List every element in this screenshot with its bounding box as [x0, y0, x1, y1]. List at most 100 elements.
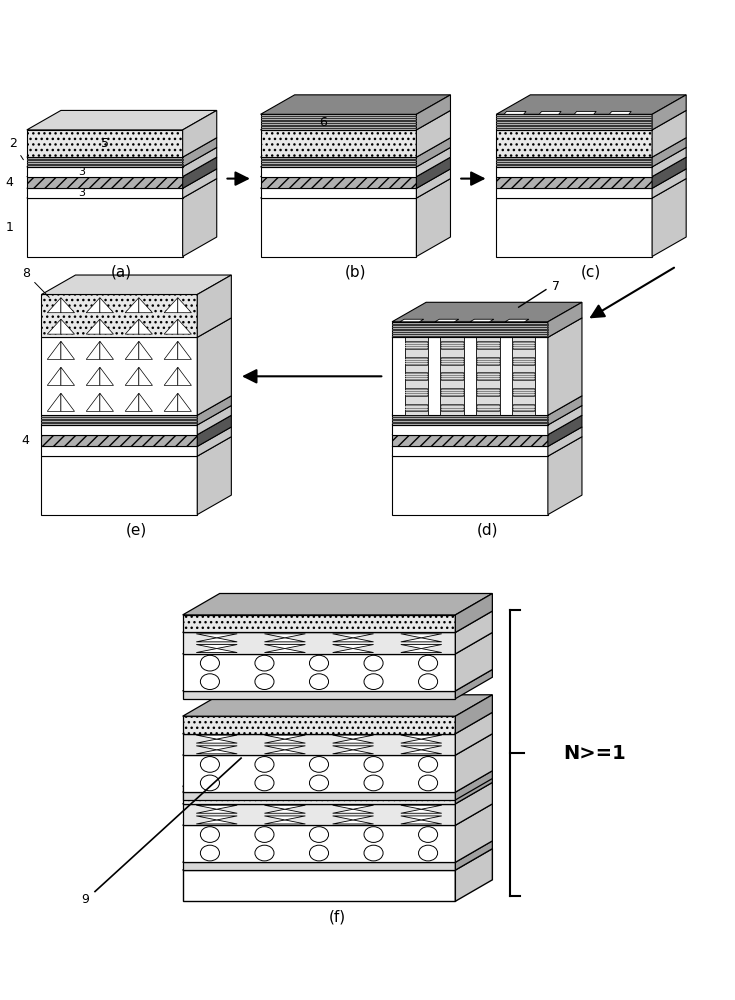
Polygon shape — [41, 425, 197, 435]
Polygon shape — [197, 275, 232, 337]
Polygon shape — [496, 167, 652, 177]
Polygon shape — [183, 691, 456, 699]
Polygon shape — [441, 372, 463, 380]
Polygon shape — [26, 167, 183, 177]
Polygon shape — [456, 734, 492, 792]
Polygon shape — [401, 739, 442, 743]
Polygon shape — [261, 110, 451, 130]
Polygon shape — [183, 179, 217, 257]
Polygon shape — [196, 750, 237, 754]
Polygon shape — [333, 809, 373, 813]
Polygon shape — [652, 110, 686, 157]
Polygon shape — [456, 669, 492, 699]
Polygon shape — [183, 765, 492, 786]
Polygon shape — [197, 437, 232, 515]
Polygon shape — [496, 130, 652, 157]
Polygon shape — [183, 695, 492, 716]
Polygon shape — [513, 341, 534, 349]
Polygon shape — [183, 734, 492, 755]
Polygon shape — [404, 337, 428, 415]
Polygon shape — [417, 169, 451, 198]
Polygon shape — [178, 341, 191, 359]
Polygon shape — [392, 322, 548, 337]
Polygon shape — [183, 138, 217, 167]
Polygon shape — [265, 805, 305, 809]
Polygon shape — [125, 298, 139, 313]
Polygon shape — [196, 638, 237, 642]
Polygon shape — [183, 169, 217, 198]
Polygon shape — [86, 367, 100, 385]
Ellipse shape — [255, 827, 274, 842]
Text: 9: 9 — [82, 893, 89, 906]
Ellipse shape — [309, 845, 329, 861]
Polygon shape — [401, 816, 442, 820]
Polygon shape — [333, 820, 373, 824]
Polygon shape — [333, 649, 373, 653]
Polygon shape — [496, 177, 652, 188]
Ellipse shape — [201, 655, 220, 671]
Polygon shape — [548, 427, 582, 456]
Polygon shape — [41, 437, 232, 456]
Polygon shape — [496, 138, 686, 157]
Polygon shape — [392, 435, 548, 446]
Polygon shape — [196, 805, 237, 809]
Polygon shape — [333, 805, 373, 809]
Polygon shape — [47, 298, 61, 313]
Polygon shape — [548, 437, 582, 515]
Polygon shape — [496, 179, 686, 198]
Text: (f): (f) — [329, 909, 346, 924]
Polygon shape — [47, 341, 61, 359]
Ellipse shape — [309, 757, 329, 772]
Polygon shape — [26, 157, 183, 167]
Polygon shape — [652, 147, 686, 177]
Polygon shape — [183, 157, 217, 188]
Polygon shape — [441, 357, 463, 365]
Text: (c): (c) — [581, 265, 601, 280]
Polygon shape — [196, 649, 237, 653]
Polygon shape — [513, 404, 534, 411]
Polygon shape — [265, 816, 305, 820]
Polygon shape — [61, 393, 74, 411]
Polygon shape — [47, 319, 61, 334]
Polygon shape — [476, 337, 500, 415]
Polygon shape — [496, 147, 686, 167]
Polygon shape — [456, 611, 492, 654]
Polygon shape — [333, 634, 373, 638]
Polygon shape — [261, 157, 451, 177]
Polygon shape — [197, 415, 232, 446]
Ellipse shape — [418, 757, 437, 772]
Polygon shape — [261, 157, 417, 167]
Polygon shape — [265, 634, 305, 638]
Polygon shape — [392, 415, 548, 425]
Polygon shape — [261, 130, 417, 157]
Polygon shape — [392, 415, 582, 435]
Polygon shape — [265, 735, 305, 739]
Polygon shape — [196, 746, 237, 750]
Polygon shape — [652, 95, 686, 130]
Polygon shape — [261, 167, 417, 177]
Polygon shape — [100, 298, 113, 313]
Ellipse shape — [309, 674, 329, 690]
Polygon shape — [261, 179, 451, 198]
Polygon shape — [61, 319, 74, 334]
Polygon shape — [539, 111, 561, 114]
Polygon shape — [139, 319, 152, 334]
Polygon shape — [125, 319, 139, 334]
Polygon shape — [652, 157, 686, 188]
Polygon shape — [401, 645, 442, 649]
Polygon shape — [504, 111, 526, 114]
Polygon shape — [183, 782, 492, 804]
Polygon shape — [125, 367, 139, 385]
Polygon shape — [196, 809, 237, 813]
Polygon shape — [477, 372, 498, 380]
Polygon shape — [406, 341, 427, 349]
Polygon shape — [26, 188, 183, 198]
Polygon shape — [496, 114, 652, 130]
Polygon shape — [41, 415, 197, 425]
Ellipse shape — [418, 775, 437, 791]
Polygon shape — [26, 169, 217, 188]
Polygon shape — [183, 110, 217, 157]
Polygon shape — [183, 862, 456, 870]
Polygon shape — [456, 782, 492, 825]
Ellipse shape — [418, 655, 437, 671]
